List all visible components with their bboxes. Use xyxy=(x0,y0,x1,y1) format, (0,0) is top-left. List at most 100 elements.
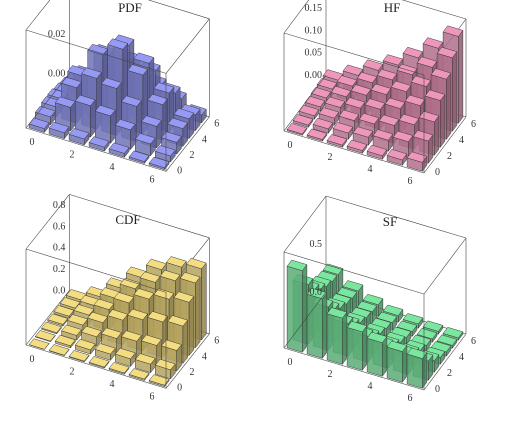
pdf-bars xyxy=(28,34,207,171)
bar xyxy=(34,330,56,343)
bar xyxy=(386,149,408,167)
x-tick-label: 6 xyxy=(408,176,413,187)
bar xyxy=(48,121,70,140)
y-tick-label: 4 xyxy=(202,134,207,145)
pdf-title: PDF xyxy=(118,0,142,15)
bar xyxy=(346,321,368,372)
bar xyxy=(48,344,70,357)
box-front-edges xyxy=(283,195,425,391)
z-tick-label: 0.04 xyxy=(48,0,66,1)
bar xyxy=(68,350,90,363)
sf-bars xyxy=(286,259,464,390)
z-tick-label: 0.4 xyxy=(53,243,66,254)
z-tick-label: 0.05 xyxy=(305,48,323,59)
bar xyxy=(108,142,130,159)
bar xyxy=(128,150,150,165)
box-front-edges xyxy=(283,0,425,174)
z-tick-label: 0.0 xyxy=(310,287,323,298)
y-tick-label: 4 xyxy=(459,135,464,146)
y-tick-label: 2 xyxy=(190,367,195,378)
y-tick-label: 2 xyxy=(447,368,452,379)
x-tick-label: 4 xyxy=(368,164,373,175)
bar xyxy=(406,347,428,390)
z-tick-label: 0.6 xyxy=(53,221,66,232)
bar xyxy=(74,338,96,355)
x-tick-label: 4 xyxy=(110,379,115,390)
y-tick-label: 6 xyxy=(214,119,219,130)
bar xyxy=(28,117,50,134)
bar xyxy=(332,122,354,141)
z-tick-label: 0.8 xyxy=(53,200,66,211)
box-front-edges xyxy=(25,0,167,172)
bar xyxy=(34,105,56,126)
bar xyxy=(298,104,320,121)
bar xyxy=(406,151,428,173)
x-tick-label: 6 xyxy=(408,393,413,404)
bar xyxy=(134,133,156,157)
sf-title: SF xyxy=(383,214,397,229)
bar xyxy=(366,144,388,161)
y-tick-label: 6 xyxy=(471,119,476,130)
bar xyxy=(286,259,308,354)
bar xyxy=(312,117,334,135)
bar xyxy=(74,94,96,138)
y-tick-label: 0 xyxy=(435,384,440,395)
bar xyxy=(94,104,116,145)
x-tick-label: 2 xyxy=(328,152,333,163)
x-tick-label: 0 xyxy=(288,140,293,151)
x-tick-label: 2 xyxy=(70,367,75,378)
bar xyxy=(94,343,116,362)
bar xyxy=(108,362,130,376)
bar xyxy=(286,123,308,137)
z-tick-label: 0.00 xyxy=(305,70,323,81)
bar xyxy=(88,136,110,152)
x-tick-label: 6 xyxy=(150,391,155,402)
bar xyxy=(154,145,176,163)
bar xyxy=(352,126,374,147)
z-tick-label: 0.15 xyxy=(305,3,323,14)
bar xyxy=(306,128,328,143)
x-tick-label: 0 xyxy=(30,354,35,365)
y-tick-label: 6 xyxy=(471,336,476,347)
cdf-bars xyxy=(28,256,207,388)
x-tick-label: 6 xyxy=(150,174,155,185)
bar xyxy=(61,324,82,341)
y-tick-label: 0 xyxy=(435,167,440,178)
y-tick-label: 4 xyxy=(202,351,207,362)
bar xyxy=(114,119,136,151)
x-tick-label: 0 xyxy=(30,137,35,148)
bar xyxy=(41,321,62,335)
bar xyxy=(346,139,368,155)
bar xyxy=(134,353,156,374)
y-tick-label: 0 xyxy=(177,383,182,394)
bar xyxy=(88,356,110,369)
z-tick-label: 0.02 xyxy=(48,29,66,40)
x-tick-label: 2 xyxy=(70,150,75,161)
y-tick-label: 4 xyxy=(459,352,464,363)
z-tick-label: 0.2 xyxy=(53,264,66,275)
x-tick-label: 0 xyxy=(288,357,293,368)
z-tick-label: 0.10 xyxy=(305,25,323,36)
bar xyxy=(47,313,69,327)
bar xyxy=(326,307,348,366)
bar xyxy=(154,358,176,380)
hf-bars xyxy=(286,25,464,173)
z-tick-label: 0.00 xyxy=(48,68,66,79)
bar xyxy=(68,128,90,146)
bar xyxy=(128,368,150,382)
box-front-edges xyxy=(25,194,167,389)
box-back-edges xyxy=(325,195,467,391)
hf-title: HF xyxy=(384,0,401,15)
y-tick-label: 0 xyxy=(177,166,182,177)
bar xyxy=(53,305,75,320)
bar xyxy=(148,374,170,388)
z-tick-label: 0.5 xyxy=(310,239,323,250)
